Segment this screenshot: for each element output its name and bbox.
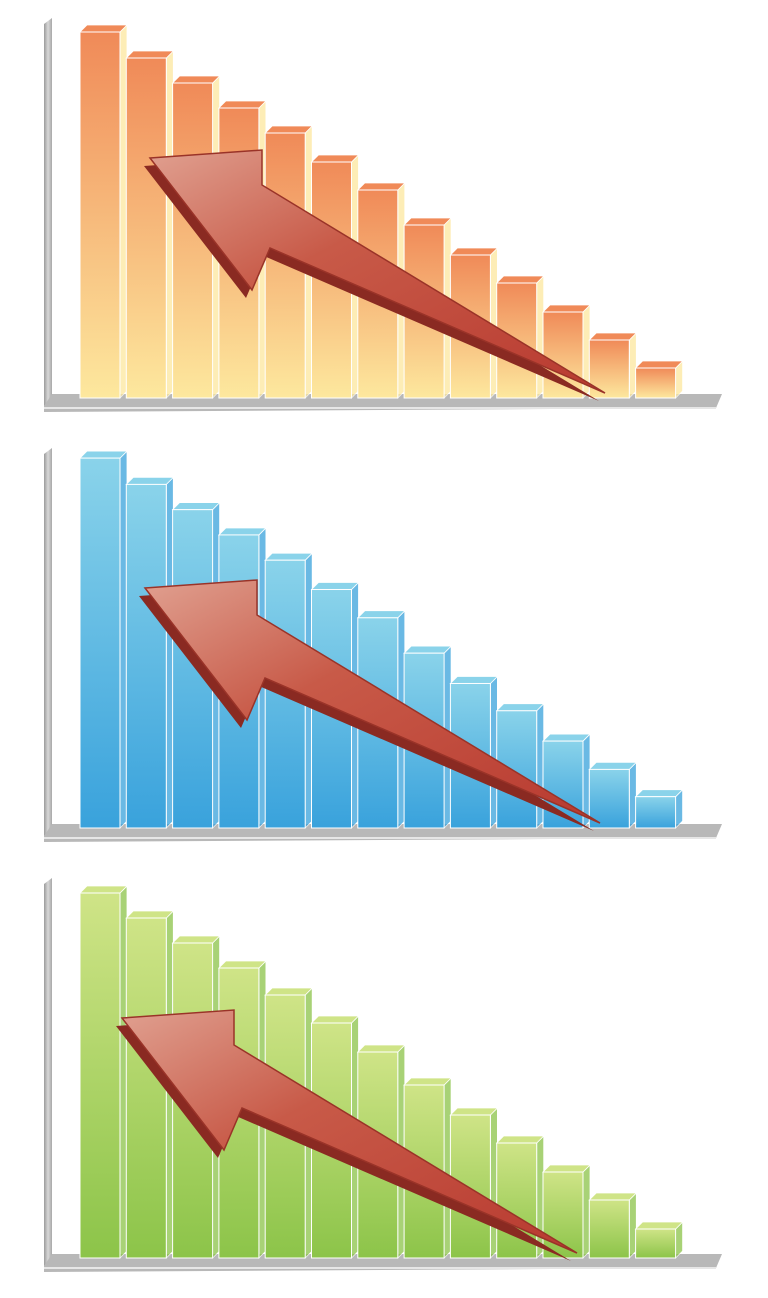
bar — [588, 768, 630, 829]
bar-top — [310, 154, 360, 163]
bar-chart — [44, 878, 722, 1272]
bar — [79, 892, 121, 1259]
bar — [588, 1199, 630, 1259]
bar-top — [634, 1221, 684, 1230]
bar-top — [171, 935, 221, 944]
bar-chart — [44, 448, 722, 842]
bar-top — [403, 1077, 453, 1086]
bar-top — [542, 1164, 591, 1173]
bar-top — [217, 960, 267, 969]
arrow — [120, 1009, 578, 1254]
bar-top — [495, 1135, 545, 1144]
bar — [635, 367, 677, 399]
bar-top — [634, 360, 684, 369]
bar-top — [79, 24, 128, 33]
bar-top — [171, 502, 221, 511]
bar-top — [542, 304, 591, 313]
bar-top — [403, 217, 453, 226]
bar-top — [217, 527, 267, 536]
bar-top — [588, 1192, 638, 1201]
bar — [635, 796, 677, 829]
bar-top — [634, 789, 684, 798]
bar-top — [542, 733, 591, 742]
bar-top — [449, 1107, 499, 1116]
bar — [79, 31, 121, 399]
bar-top — [79, 450, 128, 459]
y-axis — [44, 18, 52, 406]
y-axis — [44, 448, 52, 836]
bar-top — [588, 761, 638, 770]
arrow — [143, 579, 601, 824]
bar — [635, 1228, 677, 1259]
y-axis — [44, 878, 52, 1266]
bar-top — [264, 987, 314, 996]
bar-top — [125, 50, 175, 59]
bar-top — [403, 645, 453, 654]
bar-chart — [44, 18, 722, 412]
bar-top — [356, 610, 406, 619]
bar-top — [495, 275, 545, 284]
bar-top — [449, 247, 499, 256]
bar-top — [171, 75, 221, 84]
bar-top — [217, 100, 267, 109]
bar-top — [264, 552, 314, 561]
bar-top — [125, 476, 175, 485]
bar — [79, 457, 121, 829]
bar-top — [356, 182, 406, 191]
bar-top — [449, 676, 499, 684]
bar — [125, 57, 167, 399]
bar-top — [264, 125, 314, 134]
bar-top — [356, 1044, 406, 1053]
bar-top — [125, 910, 175, 919]
bar-top — [310, 582, 360, 590]
arrow — [148, 149, 606, 394]
bar-top — [310, 1015, 360, 1024]
bar-top — [79, 885, 128, 894]
bar-top — [495, 703, 545, 712]
bar — [125, 917, 167, 1259]
bar-top — [588, 332, 638, 341]
bar — [125, 483, 167, 829]
